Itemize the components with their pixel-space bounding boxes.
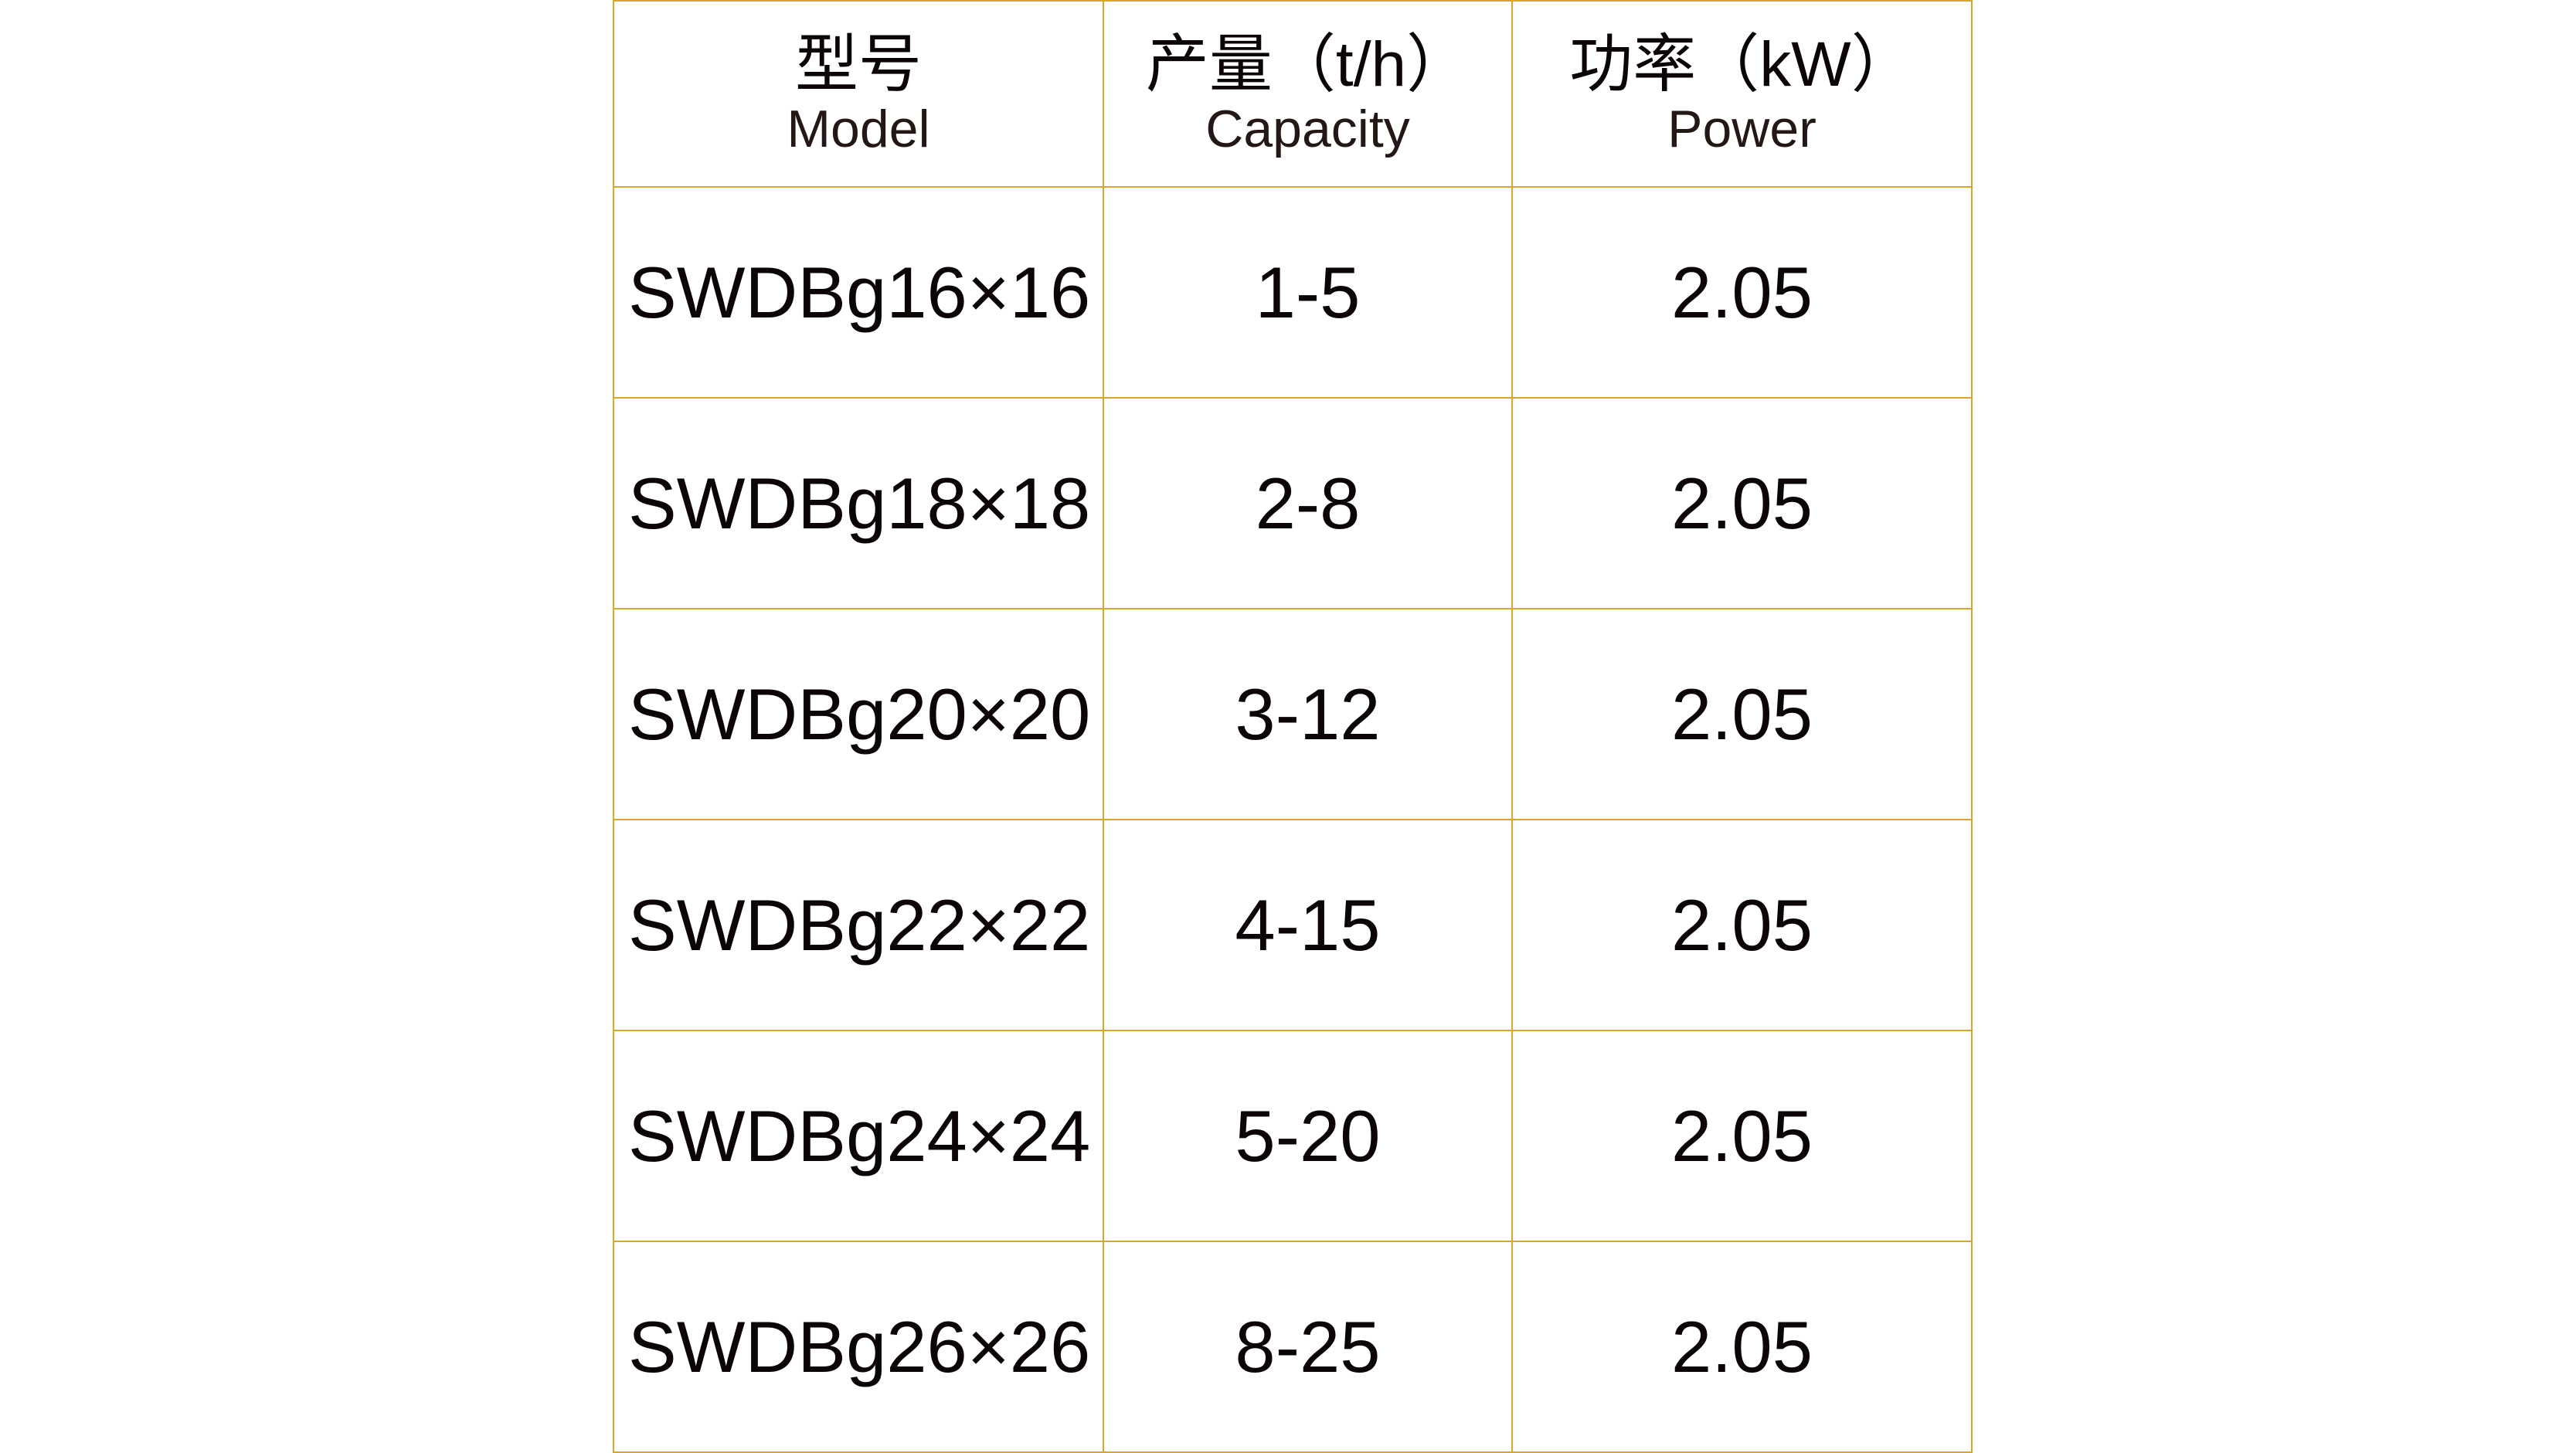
model-cell: SWDBg26×26	[613, 1241, 1104, 1453]
header-en: Power	[1667, 99, 1816, 158]
model-cell: SWDBg16×16	[613, 186, 1104, 399]
header-zh: 型号	[794, 29, 922, 100]
power-cell: 2.05	[1511, 1241, 1973, 1453]
header-row: 型号 Model 产量（t/h） Capacity 功率（kW） Power	[613, 0, 1973, 188]
power-cell: 2.05	[1511, 186, 1973, 399]
spec-table: 型号 Model 产量（t/h） Capacity 功率（kW） Power SWDB…	[613, 0, 1973, 1453]
header-en: Capacity	[1205, 99, 1410, 158]
header-zh: 产量（t/h）	[1145, 29, 1470, 100]
power-cell: 2.05	[1511, 819, 1973, 1031]
capacity-cell: 5-20	[1103, 1030, 1513, 1242]
capacity-cell: 4-15	[1103, 819, 1513, 1031]
table-row: SWDBg18×18 2-8 2.05	[613, 397, 1973, 609]
header-zh: 功率（kW）	[1569, 29, 1915, 100]
header-en: Model	[787, 99, 930, 158]
table-row: SWDBg24×24 5-20 2.05	[613, 1030, 1973, 1242]
model-cell: SWDBg24×24	[613, 1030, 1104, 1242]
capacity-cell: 1-5	[1103, 186, 1513, 399]
table-row: SWDBg20×20 3-12 2.05	[613, 608, 1973, 820]
model-cell: SWDBg22×22	[613, 819, 1104, 1031]
power-cell: 2.05	[1511, 397, 1973, 609]
power-cell: 2.05	[1511, 1030, 1973, 1242]
header-power: 功率（kW） Power	[1511, 0, 1973, 188]
model-cell: SWDBg20×20	[613, 608, 1104, 820]
capacity-cell: 8-25	[1103, 1241, 1513, 1453]
capacity-cell: 3-12	[1103, 608, 1513, 820]
table-row: SWDBg26×26 8-25 2.05	[613, 1241, 1973, 1453]
header-capacity: 产量（t/h） Capacity	[1103, 0, 1513, 188]
model-cell: SWDBg18×18	[613, 397, 1104, 609]
header-model: 型号 Model	[613, 0, 1104, 188]
table-row: SWDBg22×22 4-15 2.05	[613, 819, 1973, 1031]
table-row: SWDBg16×16 1-5 2.05	[613, 186, 1973, 399]
power-cell: 2.05	[1511, 608, 1973, 820]
capacity-cell: 2-8	[1103, 397, 1513, 609]
